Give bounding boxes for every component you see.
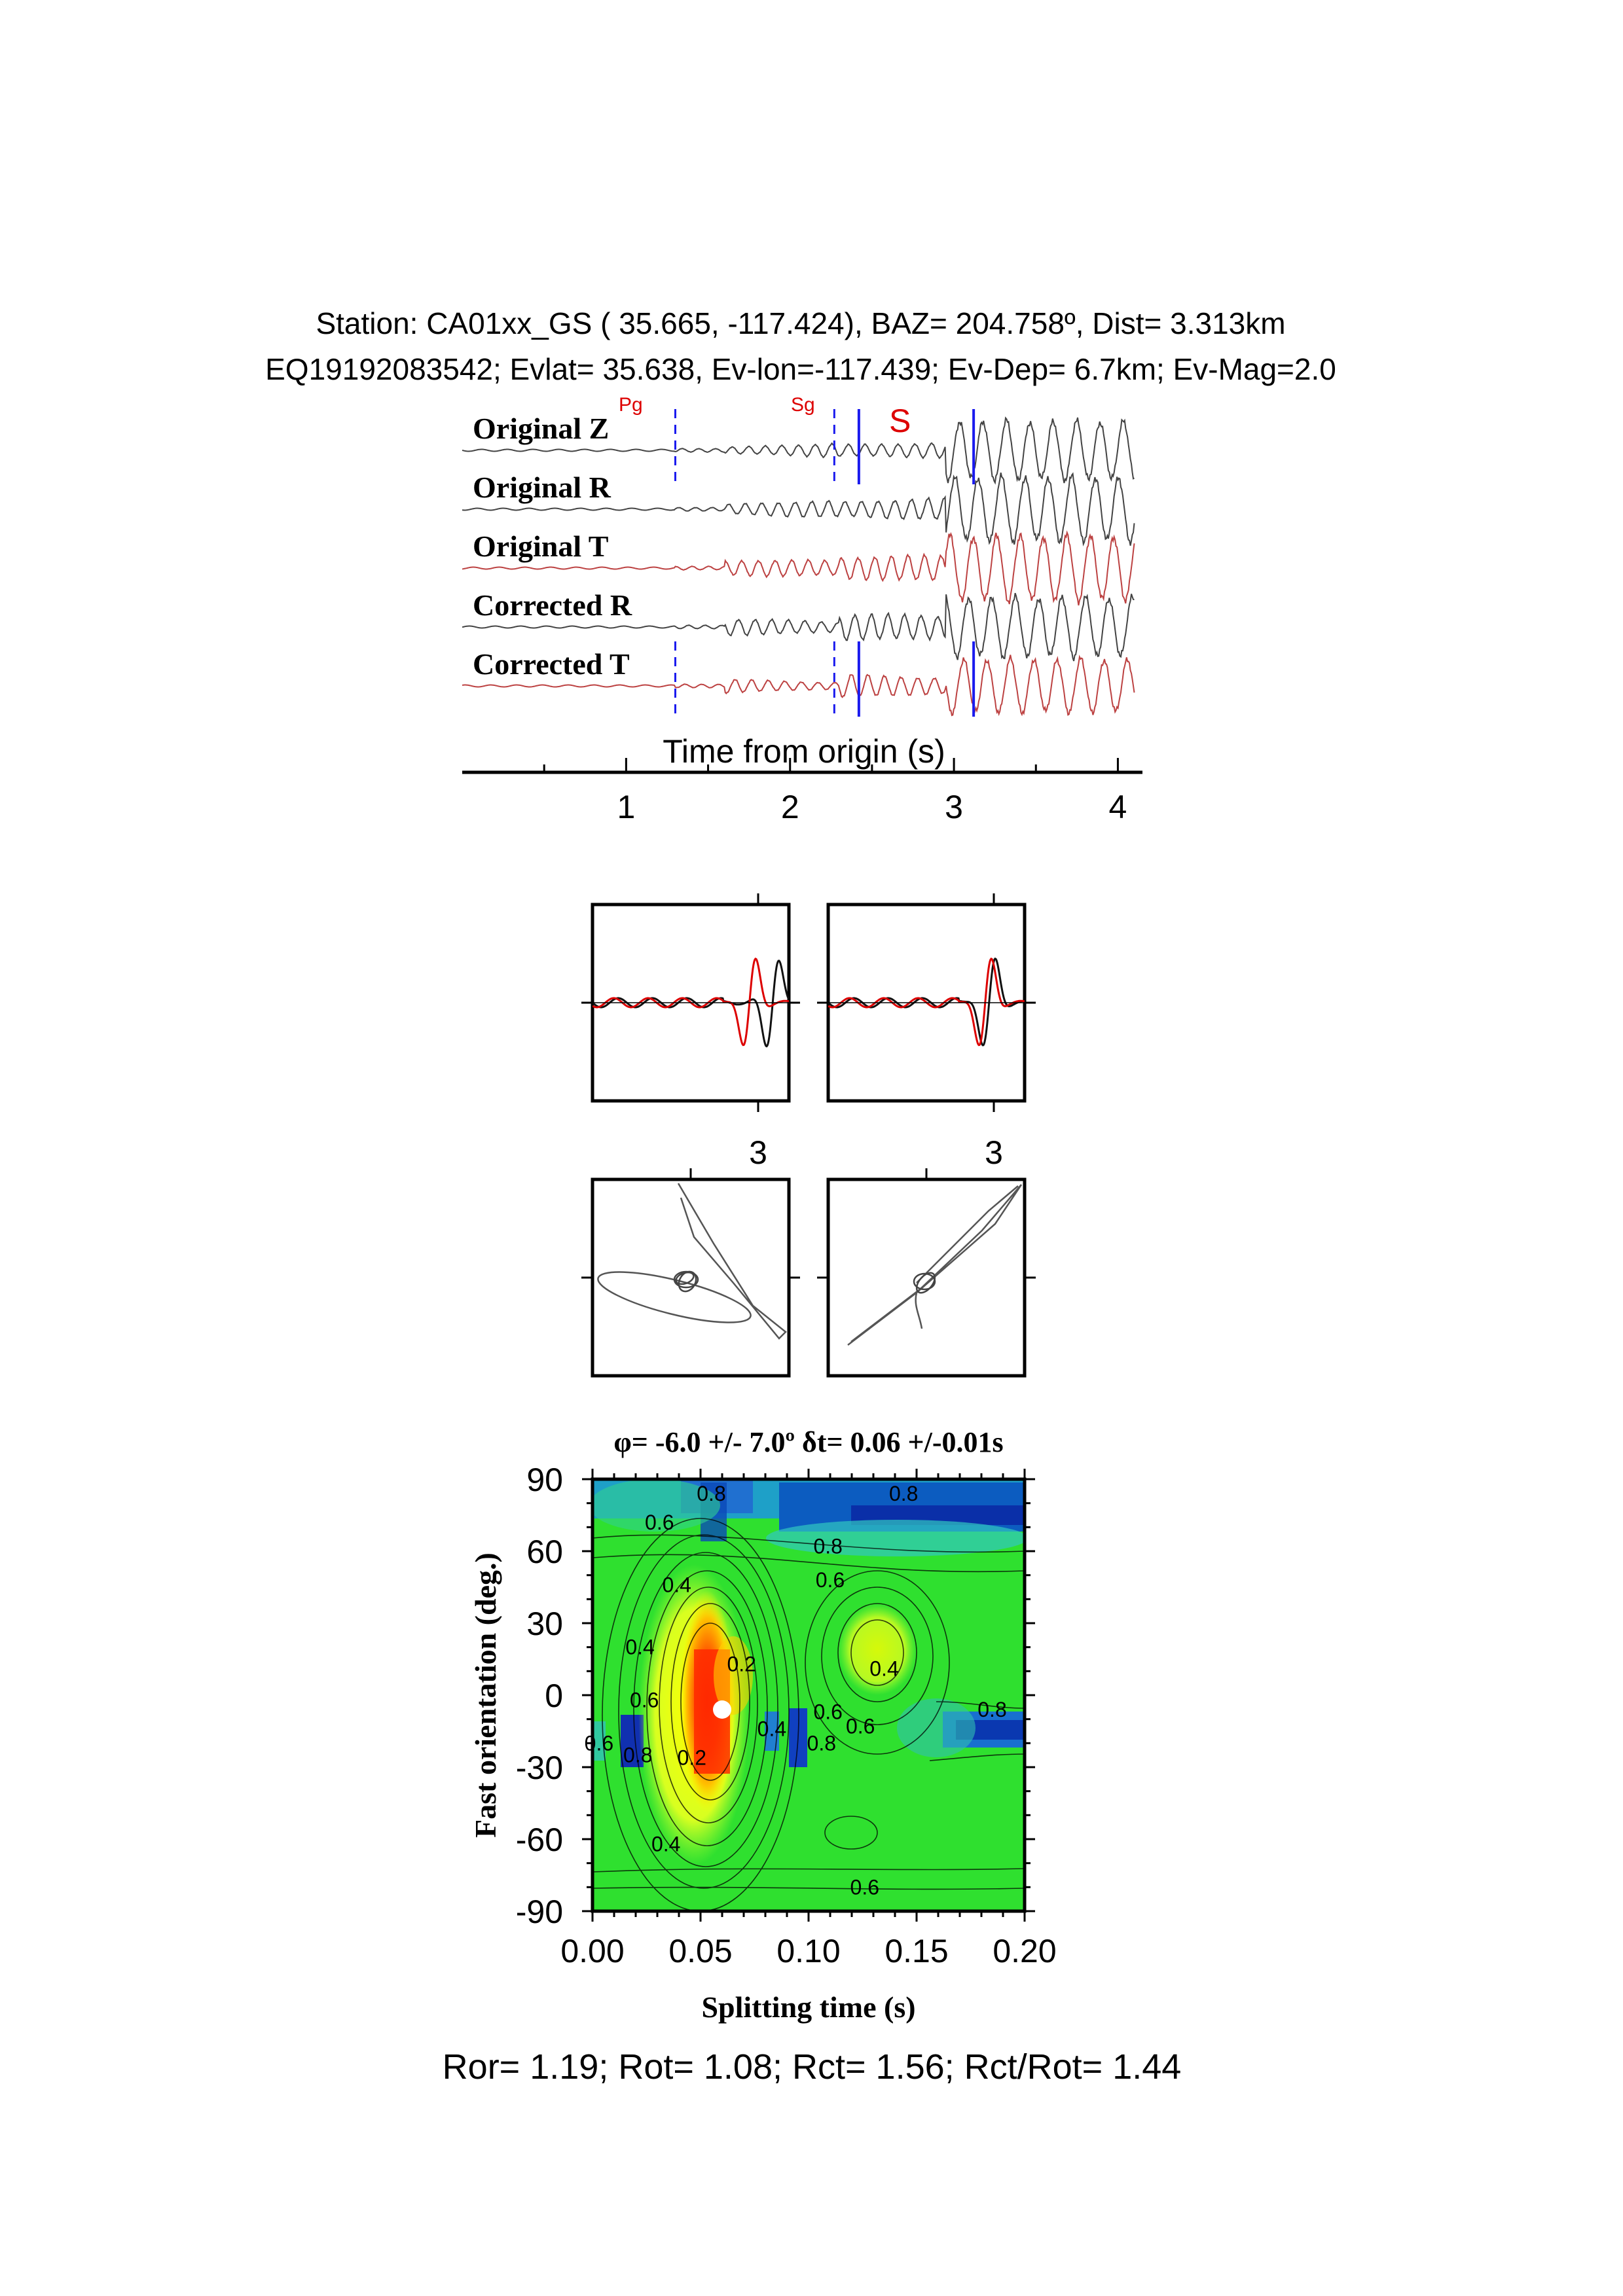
contour-lines: [593, 1518, 1025, 1911]
s-window-fast-slow-corrected: 3: [817, 893, 1036, 1171]
grid-search-plot: 0.00 0.05 0.10 0.15 0.20 90 60 30 0 -30 -60 -90 0.8…: [516, 1462, 1057, 1969]
x-tick-label: 0.10: [776, 1933, 840, 1969]
ratio-summary: Ror= 1.19; Rot= 1.08; Rct= 1.56; Rct/Rot…: [443, 2047, 1182, 2087]
trace-2: [462, 530, 1135, 606]
time-tick-label: 1: [617, 789, 635, 825]
contour-label: 0.4: [651, 1832, 680, 1856]
contour-label: 0.8: [889, 1482, 918, 1505]
trace-label-corrected-t: Corrected T: [473, 647, 630, 681]
contour-label: 0.2: [727, 1652, 756, 1676]
phase-label-sg: Sg: [791, 394, 815, 416]
best-fit-marker: [713, 1700, 731, 1719]
contour-label: 0.4: [869, 1657, 898, 1681]
wave-box-corrected-traces: [828, 957, 1025, 1047]
time-tick-label: 3: [945, 789, 963, 825]
y-tick-label: -30: [516, 1749, 563, 1786]
x-tick-label: 0.15: [884, 1933, 948, 1969]
grid-yaxis-title: Fast orientation (deg.): [469, 1552, 502, 1838]
phase-markers: [674, 409, 976, 717]
trace-label-original-z: Original Z: [473, 412, 609, 445]
y-tick-label: 90: [526, 1462, 563, 1498]
contour-label: 0.8: [697, 1482, 725, 1505]
time-tick-label: 4: [1109, 789, 1127, 825]
x-tick-label: 0.05: [668, 1933, 732, 1969]
phase-label-s: S: [889, 403, 911, 439]
contour-label: 0.6: [645, 1511, 674, 1534]
wave-box-original-traces: [593, 958, 789, 1048]
time-axis-title: Time from origin (s): [663, 733, 945, 770]
trace-label-original-t: Original T: [473, 529, 608, 563]
detail-trace: [828, 957, 1025, 1047]
contour-label: 0.6: [846, 1715, 875, 1738]
contour-label: 0.6: [630, 1688, 659, 1712]
contour-label: 0.6: [813, 1700, 842, 1724]
grid-axis-ticks: 0.00 0.05 0.10 0.15 0.20 90 60 30 0 -30 -60 -90: [516, 1462, 1057, 1969]
x-tick-label: 0.00: [560, 1933, 624, 1969]
seismogram-traces: [462, 416, 1135, 717]
trace-labels: Original Z Original R Original T Correct…: [473, 412, 632, 681]
particle-motion-corrected-path: [847, 1184, 1023, 1346]
particle-box-corrected: [826, 1177, 1027, 1378]
contour-label: 0.8: [807, 1731, 836, 1755]
wave-box-corrected-tick-label: 3: [985, 1134, 1003, 1171]
contour-label: 0.6: [850, 1875, 879, 1899]
particle-box-original: [591, 1177, 791, 1378]
time-ticks: 1 2 3 4: [543, 758, 1127, 825]
x-tick-label: 0.20: [993, 1933, 1056, 1969]
contour-label: 0.8: [623, 1744, 652, 1767]
y-tick-label: -90: [516, 1893, 563, 1930]
contour-label: 0.6: [585, 1731, 613, 1755]
grid-xaxis-title: Splitting time (s): [701, 1990, 915, 2024]
y-tick-label: 0: [545, 1677, 563, 1714]
time-axis: 1 2 3 4 Time from origin (s): [462, 733, 1142, 825]
contour-label: 0.4: [662, 1573, 691, 1596]
contour-labels: 0.8 0.8 0.6 0.8 0.6 0.4 0.4 0.2 0.4 0.6 0.8 0.6 0.4 0…: [585, 1482, 1007, 1899]
y-tick-label: 60: [526, 1534, 563, 1570]
time-tick-label: 2: [781, 789, 799, 825]
y-tick-label: 30: [526, 1605, 563, 1642]
wave-box-original-tick-label: 3: [749, 1134, 767, 1171]
trace-0: [462, 416, 1135, 485]
particle-motion-original-path: [597, 1183, 787, 1340]
waveform-panel: Original Z Original R Original T Correct…: [462, 394, 1142, 825]
contour-label: 0.6: [816, 1568, 845, 1592]
s-window-fast-slow-original: 3: [581, 893, 800, 1171]
contour-label: 0.8: [977, 1698, 1006, 1721]
trace-label-corrected-r: Corrected R: [473, 588, 632, 622]
contour-label: 0.4: [625, 1636, 654, 1659]
contour-label: 0.8: [813, 1535, 842, 1558]
event-info: EQ19192083542; Evlat= 35.638, Ev-lon=-11…: [265, 352, 1336, 386]
trace-label-original-r: Original R: [473, 471, 611, 504]
phase-label-pg: Pg: [619, 394, 643, 416]
contour-label: 0.2: [678, 1746, 706, 1769]
trace-4: [462, 655, 1135, 717]
detail-trace: [593, 960, 789, 1048]
station-info: Station: CA01xx_GS ( 35.665, -117.424), …: [316, 306, 1285, 340]
trace-3: [462, 592, 1135, 662]
y-tick-label: -60: [516, 1821, 563, 1858]
contour-label: 0.4: [757, 1717, 786, 1740]
grid-search-title: φ= -6.0 +/- 7.0º δt= 0.06 +/-0.01s: [613, 1426, 1003, 1458]
particle-motion-original: [581, 1168, 800, 1378]
trace-1: [462, 472, 1135, 547]
particle-motion-corrected: [817, 1168, 1036, 1378]
